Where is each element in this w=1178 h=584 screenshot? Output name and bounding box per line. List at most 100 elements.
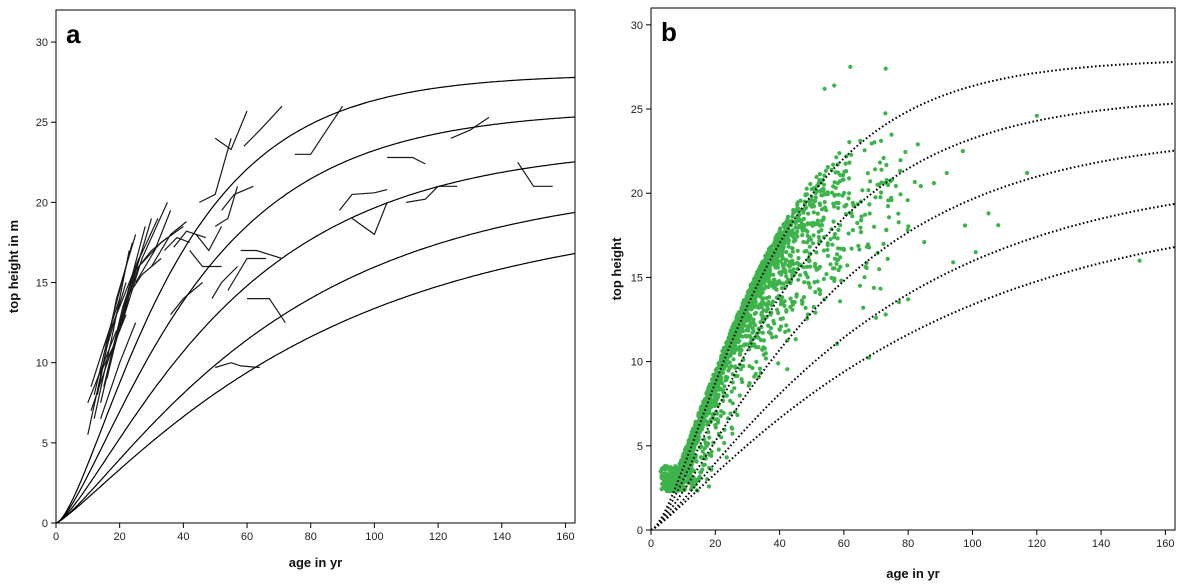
data-point	[886, 198, 891, 203]
data-point	[730, 401, 735, 406]
data-point	[846, 196, 851, 201]
data-point	[719, 435, 724, 440]
data-point	[762, 279, 767, 285]
data-point	[893, 183, 899, 189]
data-point	[828, 237, 833, 242]
data-point	[851, 203, 856, 208]
data-point	[847, 160, 852, 165]
data-point	[857, 247, 862, 252]
data-point	[745, 314, 750, 319]
site-index-curve	[56, 252, 575, 523]
data-point	[825, 165, 831, 170]
data-point	[743, 333, 748, 338]
data-point	[821, 186, 826, 191]
y-tick-label: 30	[36, 37, 48, 49]
data-point	[703, 456, 708, 461]
data-point	[778, 302, 783, 307]
data-point	[807, 251, 812, 256]
data-point	[782, 240, 787, 245]
data-point	[747, 364, 752, 369]
data-point	[813, 310, 818, 315]
y-tick-label: 15	[631, 272, 643, 284]
data-point	[790, 261, 795, 266]
data-point	[896, 211, 901, 216]
data-point	[856, 243, 861, 248]
data-point	[815, 218, 820, 223]
data-point	[706, 484, 712, 489]
data-point	[834, 155, 839, 160]
data-point	[785, 217, 790, 222]
plot-trajectory	[211, 266, 238, 299]
data-point	[863, 264, 868, 270]
data-point	[817, 223, 823, 228]
data-point	[905, 227, 910, 232]
data-point	[873, 315, 879, 320]
data-point	[761, 296, 766, 301]
data-point	[996, 223, 1001, 228]
data-point	[728, 398, 733, 403]
data-point	[716, 361, 721, 366]
data-point	[718, 413, 723, 419]
x-tick-label: 0	[648, 538, 654, 550]
data-point	[862, 148, 867, 153]
data-point	[825, 247, 830, 252]
data-point	[732, 386, 737, 391]
data-point	[773, 334, 779, 339]
data-point	[700, 449, 705, 454]
data-point	[668, 486, 674, 491]
data-point	[801, 265, 806, 270]
data-point	[721, 410, 726, 416]
data-point	[740, 334, 745, 339]
plot-trajectory	[221, 185, 254, 211]
data-point	[716, 431, 721, 436]
data-point	[832, 83, 837, 88]
data-point	[857, 283, 863, 288]
data-point	[819, 228, 824, 233]
data-point	[729, 331, 734, 336]
x-tick-label: 140	[493, 531, 511, 543]
x-tick-label: 120	[429, 531, 447, 543]
data-point	[922, 240, 927, 245]
data-point	[813, 261, 818, 266]
data-point	[738, 344, 743, 349]
data-point	[689, 434, 694, 439]
data-point	[866, 355, 871, 360]
data-point	[730, 426, 735, 431]
plot-trajectory	[199, 138, 232, 203]
data-point	[680, 487, 685, 493]
plot-trajectory	[100, 322, 137, 419]
data-point	[790, 214, 795, 219]
data-point	[776, 310, 781, 316]
data-point	[749, 321, 754, 326]
x-tick-label: 60	[241, 531, 253, 543]
data-point	[784, 280, 789, 285]
data-point	[865, 242, 871, 247]
data-point	[832, 180, 837, 185]
data-point	[791, 234, 796, 239]
data-point	[724, 455, 729, 460]
panel-a: a 0 20 40 60 80 100 120 140 160 0 5 10 15 20 25 30 age in…	[6, 9, 576, 570]
data-point	[776, 253, 781, 258]
data-point	[733, 365, 738, 370]
data-point	[811, 202, 816, 208]
data-point	[840, 193, 845, 198]
data-point	[815, 279, 820, 284]
plot-area	[56, 76, 575, 523]
data-point	[796, 215, 801, 220]
plot-trajectory	[214, 110, 248, 151]
data-point	[834, 261, 839, 266]
data-point	[816, 234, 821, 240]
data-point	[707, 435, 712, 440]
data-point	[666, 476, 671, 481]
data-point	[903, 149, 908, 155]
data-point	[833, 170, 838, 175]
data-point	[661, 465, 666, 470]
data-point	[712, 394, 718, 400]
x-tick-label: 80	[902, 538, 914, 550]
data-point	[878, 286, 883, 291]
plot-trajectory	[247, 298, 286, 323]
data-point	[767, 280, 772, 286]
data-point	[770, 299, 776, 304]
data-point	[744, 328, 749, 333]
